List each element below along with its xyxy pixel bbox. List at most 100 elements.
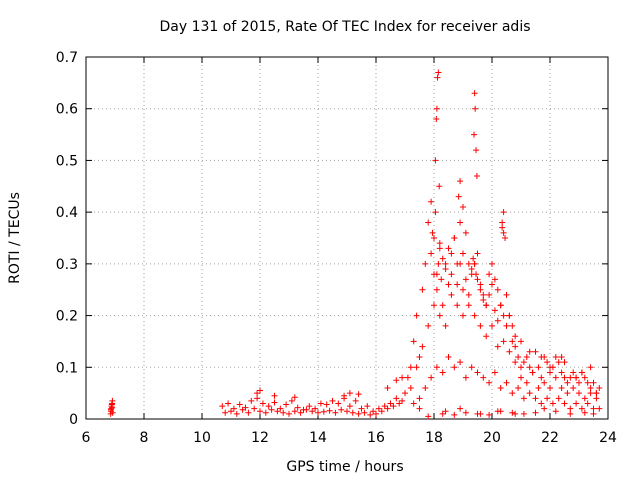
- data-point: [344, 408, 350, 415]
- x-tick-label: 20: [483, 430, 501, 446]
- data-point: [506, 348, 513, 355]
- data-point: [552, 353, 559, 360]
- data-point: [549, 400, 556, 407]
- data-point: [306, 403, 313, 410]
- data-point: [471, 260, 478, 267]
- data-points: [107, 69, 603, 420]
- data-point: [291, 408, 298, 415]
- data-point: [503, 322, 510, 329]
- data-point: [329, 397, 336, 404]
- data-point: [378, 408, 385, 415]
- data-point: [515, 384, 522, 391]
- data-point: [225, 400, 232, 407]
- data-point: [520, 359, 527, 366]
- data-point: [567, 374, 574, 381]
- y-tick-label: 0.5: [56, 153, 78, 169]
- data-point: [532, 395, 539, 402]
- data-point: [442, 322, 449, 329]
- data-point: [436, 245, 443, 252]
- data-point: [473, 172, 480, 179]
- data-point: [109, 409, 116, 416]
- data-point: [433, 116, 440, 123]
- data-point: [425, 322, 432, 329]
- data-point: [581, 395, 588, 402]
- data-point: [532, 348, 539, 355]
- data-point: [265, 403, 272, 410]
- data-point: [494, 343, 501, 350]
- data-point: [570, 384, 577, 391]
- data-point: [474, 250, 481, 257]
- data-point: [393, 395, 400, 402]
- data-point: [434, 74, 441, 81]
- data-point: [523, 379, 530, 386]
- data-point: [254, 395, 261, 402]
- data-point: [373, 410, 379, 417]
- data-point: [422, 260, 429, 267]
- data-point: [491, 369, 498, 376]
- data-point: [222, 409, 229, 416]
- data-point: [593, 390, 600, 397]
- data-point: [576, 390, 582, 397]
- data-point: [393, 377, 400, 384]
- data-point: [286, 410, 292, 417]
- data-point: [460, 203, 466, 210]
- data-point: [584, 379, 591, 386]
- data-point: [294, 404, 301, 411]
- x-tick-label: 16: [367, 430, 385, 446]
- data-point: [428, 374, 435, 381]
- data-point: [491, 307, 498, 314]
- data-point: [509, 390, 516, 397]
- data-point: [477, 322, 484, 329]
- data-point: [561, 374, 568, 381]
- data-point: [472, 105, 479, 112]
- data-point: [435, 260, 442, 267]
- data-point: [541, 405, 548, 412]
- data-point: [497, 302, 504, 309]
- data-point: [230, 405, 237, 412]
- data-point: [564, 379, 571, 386]
- data-point: [596, 405, 603, 412]
- data-point: [460, 286, 466, 293]
- data-point: [590, 405, 597, 412]
- data-point: [503, 379, 510, 386]
- data-point: [552, 408, 559, 415]
- data-point: [512, 410, 519, 417]
- data-point: [471, 312, 478, 319]
- data-point: [271, 399, 278, 406]
- data-point: [512, 343, 519, 350]
- data-point: [268, 406, 275, 413]
- data-point: [581, 409, 588, 416]
- data-point: [483, 333, 490, 340]
- data-point: [473, 147, 480, 154]
- data-point: [439, 302, 446, 309]
- data-point: [457, 219, 464, 226]
- data-point: [465, 291, 472, 298]
- data-point: [429, 229, 436, 236]
- data-point: [341, 392, 348, 399]
- data-point: [503, 291, 510, 298]
- x-tick-label: 14: [309, 430, 327, 446]
- x-tick-label: 6: [82, 430, 91, 446]
- data-point: [219, 403, 226, 410]
- data-point: [474, 276, 481, 283]
- data-point: [361, 409, 368, 416]
- data-point: [402, 390, 408, 397]
- data-point: [462, 409, 469, 416]
- data-point: [413, 364, 420, 371]
- data-point: [410, 400, 417, 407]
- data-point: [552, 374, 559, 381]
- data-point: [544, 395, 551, 402]
- data-point: [509, 322, 516, 329]
- data-point: [425, 219, 432, 226]
- data-point: [477, 286, 484, 293]
- data-point: [491, 276, 498, 283]
- data-point: [512, 359, 519, 366]
- y-tick-label: 0.3: [56, 257, 78, 273]
- data-point: [375, 405, 382, 412]
- data-point: [494, 317, 501, 324]
- data-point: [515, 353, 522, 360]
- data-point: [455, 193, 462, 200]
- data-point: [509, 409, 516, 416]
- data-point: [445, 245, 452, 252]
